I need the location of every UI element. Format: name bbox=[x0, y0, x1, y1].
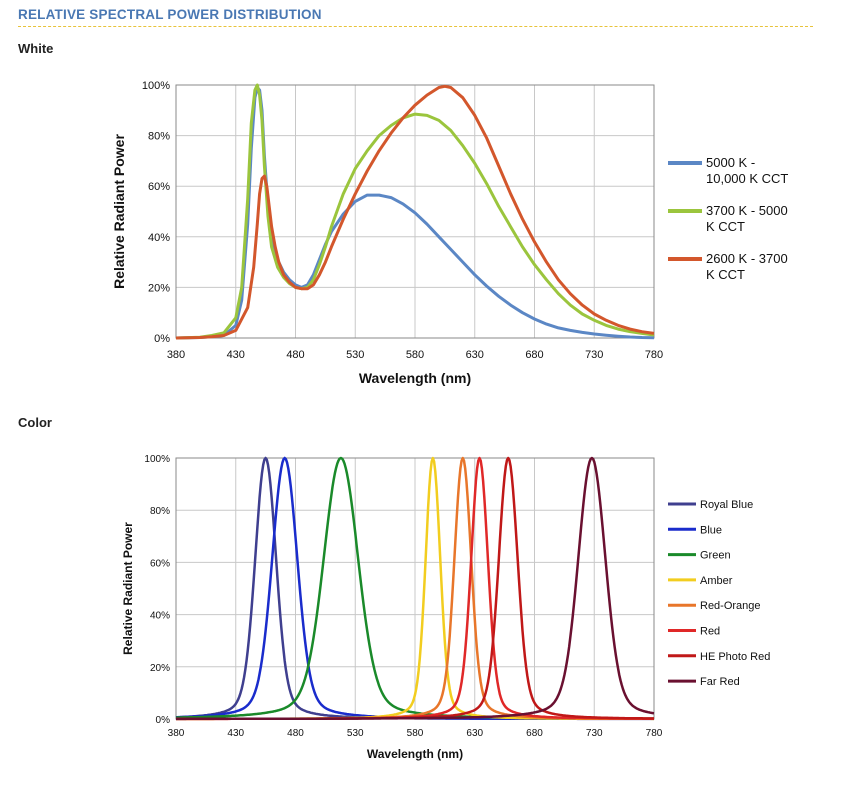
plot-area-border bbox=[175, 84, 655, 339]
x-tick-label: 480 bbox=[286, 349, 304, 361]
y-tick-label: 20% bbox=[150, 663, 170, 674]
x-tick-label: 630 bbox=[466, 728, 483, 739]
x-tick-label: 480 bbox=[287, 728, 304, 739]
legend-label-3700-k-5000-k-cct: 3700 K - 5000 K CCT bbox=[706, 203, 788, 234]
white-spectrum-chart: 380 430 480 530 580 630 680 730 780 0% 20% 40% 60% 80… bbox=[111, 80, 788, 386]
y-tick-label: 60% bbox=[150, 558, 170, 569]
y-tick-label: 100% bbox=[142, 80, 170, 92]
x-tick-label: 580 bbox=[406, 349, 424, 361]
x-tick-label: 780 bbox=[645, 349, 663, 361]
series-line-far-red bbox=[175, 456, 655, 721]
y-tick-label: 80% bbox=[150, 506, 170, 517]
y-tick-label: 0% bbox=[156, 715, 171, 726]
y-tick-label: 60% bbox=[148, 181, 170, 193]
legend-label-red-orange: Red-Orange bbox=[700, 600, 761, 612]
x-tick-label: 630 bbox=[466, 349, 484, 361]
page-title: RELATIVE SPECTRAL POWER DISTRIBUTION bbox=[18, 7, 322, 22]
y-tick-label: 40% bbox=[148, 232, 170, 244]
x-tick-label: 580 bbox=[407, 728, 424, 739]
legend-label-5000-k-10-000-k-cct: 5000 K -10,000 K CCT bbox=[706, 155, 788, 186]
y-axis-title: Relative Radiant Power bbox=[111, 134, 127, 289]
y-tick-label: 100% bbox=[144, 454, 170, 465]
section-label-white: White bbox=[18, 41, 54, 56]
x-axis-title: Wavelength (nm) bbox=[359, 370, 471, 386]
y-tick-label: 0% bbox=[154, 333, 170, 345]
x-tick-label: 730 bbox=[585, 349, 603, 361]
legend-label-he-photo-red: HE Photo Red bbox=[700, 651, 770, 663]
y-axis-title: Relative Radiant Power bbox=[121, 522, 135, 655]
legend-label-blue: Blue bbox=[700, 524, 722, 536]
x-tick-label: 430 bbox=[227, 349, 245, 361]
legend-label-far-red: Far Red bbox=[700, 676, 740, 688]
legend-label-royal-blue: Royal Blue bbox=[700, 499, 753, 511]
x-tick-label: 680 bbox=[526, 728, 543, 739]
series-line-2600-k-3700-k-cct bbox=[175, 84, 655, 340]
x-tick-label: 730 bbox=[586, 728, 603, 739]
y-tick-label: 80% bbox=[148, 131, 170, 143]
legend-label-green: Green bbox=[700, 550, 731, 562]
x-tick-label: 380 bbox=[167, 349, 185, 361]
header-divider bbox=[18, 26, 813, 27]
x-axis-title: Wavelength (nm) bbox=[367, 747, 463, 761]
x-tick-label: 430 bbox=[227, 728, 244, 739]
x-tick-label: 530 bbox=[346, 349, 364, 361]
y-tick-label: 40% bbox=[150, 611, 170, 622]
legend-label-red: Red bbox=[700, 626, 720, 638]
series-line-3700-k-5000-k-cct bbox=[175, 83, 655, 340]
y-tick-label: 20% bbox=[148, 282, 170, 294]
x-tick-label: 380 bbox=[168, 728, 185, 739]
page-header: RELATIVE SPECTRAL POWER DISTRIBUTION bbox=[18, 7, 813, 27]
x-tick-label: 780 bbox=[646, 728, 663, 739]
legend-label-2600-k-3700-k-cct: 2600 K - 3700 K CCT bbox=[706, 251, 788, 282]
section-label-color: Color bbox=[18, 415, 52, 430]
x-tick-label: 680 bbox=[525, 349, 543, 361]
x-tick-label: 530 bbox=[347, 728, 364, 739]
legend-label-amber: Amber bbox=[700, 575, 733, 587]
